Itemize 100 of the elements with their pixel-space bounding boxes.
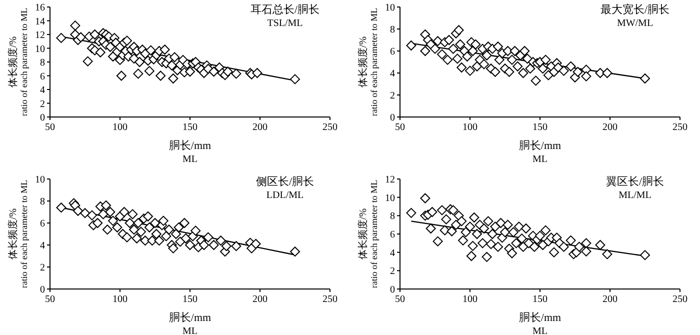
y-axis-title: 体长频度/% ratio of each parameter to ML (7, 8, 29, 116)
y-axis-title: 体长频度/% ratio of each parameter to ML (357, 8, 379, 116)
x-tick-label: 150 (532, 294, 548, 305)
point (128, 209, 138, 220)
point (154, 236, 164, 246)
point (108, 216, 118, 226)
y-tick-label: 10 (35, 44, 45, 55)
point (132, 233, 142, 244)
point (144, 222, 154, 232)
x-tick-label: 250 (322, 294, 338, 305)
point (161, 231, 172, 242)
point (87, 210, 97, 220)
chart-title: 耳石总长/胴长 (250, 3, 320, 16)
point (133, 218, 144, 228)
y-tick-label: 2 (390, 266, 395, 278)
x-tick-label: 50 (45, 294, 55, 305)
point (168, 243, 178, 254)
x-axis-title: 胴长/mm ML (518, 311, 562, 335)
y-tick-label: 8 (390, 211, 395, 222)
point (129, 224, 139, 235)
y-tick-label: 2 (390, 90, 395, 102)
y-tick-label: 2 (40, 262, 45, 274)
point (56, 202, 66, 213)
point (190, 226, 201, 236)
point (185, 240, 195, 250)
point (174, 222, 184, 232)
point (101, 200, 111, 210)
x-tick-label: 250 (672, 122, 688, 133)
point (221, 241, 232, 252)
x-tick-label: 150 (182, 122, 198, 133)
point (290, 246, 300, 257)
chart-title: 翼区长/胴长 (606, 175, 664, 188)
x-tick-label: 100 (462, 122, 478, 133)
y-tick-label: 16 (35, 2, 45, 14)
text: MW/ML (616, 18, 654, 29)
y-tick-label: 12 (35, 30, 45, 41)
point (147, 236, 158, 246)
point (179, 218, 190, 228)
y-axis-title: 体长频度/% ratio of each parameter to ML (7, 180, 29, 288)
point (140, 236, 150, 246)
point (105, 207, 116, 217)
point (122, 232, 132, 242)
x-tick-label: 100 (462, 294, 478, 305)
y-tick-label: 4 (390, 248, 395, 259)
point (158, 216, 168, 226)
y-tick-label: 0 (390, 112, 395, 124)
y-tick-label: 4 (390, 68, 395, 80)
y-tick-label: 8 (40, 196, 45, 208)
y-tick-label: 12 (385, 174, 395, 186)
x-tick-label: 100 (112, 122, 128, 133)
point (124, 218, 135, 228)
y-tick-label: 0 (40, 284, 45, 296)
y-tick-label: 8 (390, 24, 395, 36)
y-tick-label: 6 (40, 71, 45, 82)
x-tick-label: 200 (252, 294, 268, 305)
point (119, 207, 130, 217)
x-tick-label: 150 (182, 294, 198, 305)
point (164, 224, 174, 235)
point (199, 240, 209, 250)
x-tick-label: 200 (602, 294, 618, 305)
text: TSL/ML (267, 18, 303, 29)
x-tick-label: 250 (322, 122, 338, 133)
point (231, 241, 242, 252)
point (98, 209, 108, 220)
x-axis-title: 胴长/mm ML (518, 139, 562, 165)
y-tick-label: 14 (35, 16, 45, 28)
x-axis-title: 胴长/mm ML (168, 139, 212, 165)
y-tick-label: 0 (390, 284, 395, 296)
y-tick-label: 10 (385, 2, 395, 14)
point (112, 222, 122, 232)
x-tick-label: 250 (672, 294, 688, 305)
point (136, 226, 146, 237)
y-tick-label: 6 (390, 230, 395, 240)
point (250, 238, 261, 249)
point (150, 218, 160, 228)
point (143, 211, 153, 222)
y-tick-label: 6 (390, 46, 395, 58)
y-tick-label: 4 (40, 85, 45, 96)
x-tick-label: 50 (395, 122, 405, 133)
x-axis-title: 胴长/mm ML (168, 311, 212, 335)
point (203, 232, 214, 242)
x-tick-label: 200 (252, 122, 268, 133)
y-tick-label: 8 (40, 58, 45, 68)
text: ML/ML (618, 190, 652, 201)
y-tick-label: 2 (40, 98, 45, 110)
point (216, 236, 226, 246)
y-tick-label: 0 (40, 112, 45, 124)
point (171, 229, 181, 239)
y-tick-label: 10 (35, 174, 45, 186)
x-tick-label: 50 (45, 122, 55, 133)
text: LDL/ML (266, 190, 304, 201)
x-tick-label: 150 (532, 122, 548, 133)
point (151, 229, 162, 239)
point (175, 236, 186, 247)
x-tick-label: 200 (602, 122, 618, 133)
point (102, 224, 112, 235)
x-tick-label: 100 (112, 294, 128, 305)
point (208, 240, 219, 250)
point (180, 233, 191, 244)
y-tick-label: 6 (40, 218, 45, 230)
